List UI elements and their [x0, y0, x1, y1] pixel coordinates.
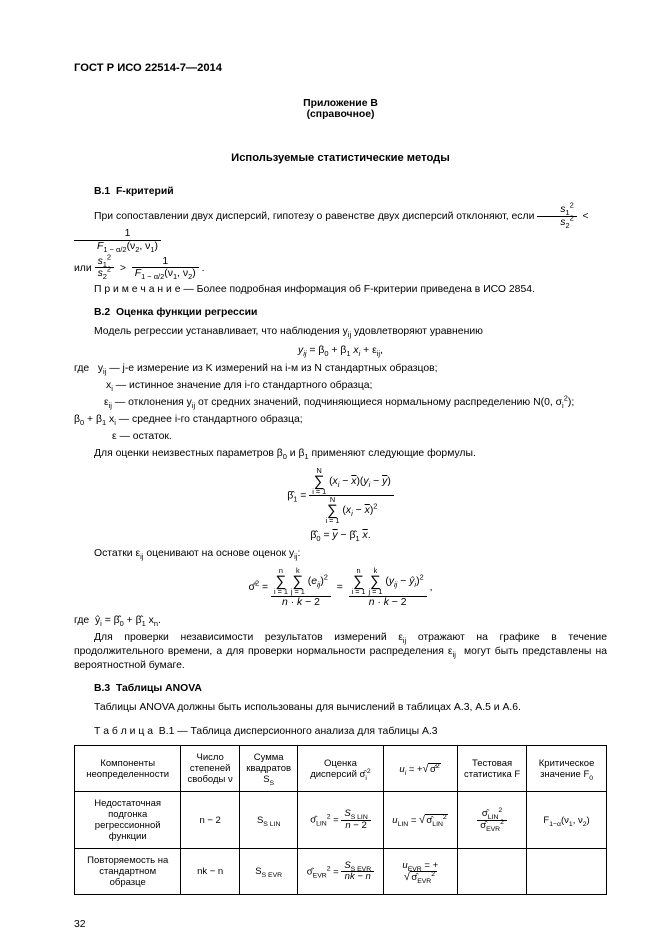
- r1c7: F1−α(ν1, ν2): [527, 792, 607, 849]
- b3-p1: Таблицы ANOVA должны быть использованы д…: [74, 701, 607, 715]
- col-3: Сумма квадратов SS: [239, 746, 298, 792]
- formula-beta0: β̂0 = y − β̂1 x.: [74, 530, 607, 541]
- r2c6: [458, 849, 527, 895]
- b2-p1: Модель регрессии устанавливает, что набл…: [74, 325, 607, 339]
- b1-paragraph-2: или s12s22 > 1F1 − α/2(ν1, ν2) .: [74, 256, 607, 280]
- def-l3: εij — отклонения yij от средних значений…: [74, 396, 607, 410]
- annex-subtitle: (справочное): [74, 109, 607, 120]
- r1c2: n − 2: [181, 792, 240, 849]
- r1c3: SS LIN: [239, 792, 298, 849]
- def-l4: β0 + β1 xi — среднее i-го стандартного о…: [74, 413, 607, 427]
- col-4: Оценка дисперсий σ̂i2: [298, 746, 383, 792]
- table-caption: Т а б л и ц а В.1 — Таблица дисперсионно…: [74, 725, 607, 739]
- b1-text-1a: При сопоставлении двух дисперсий, гипоте…: [94, 211, 537, 222]
- r2c5: uEVR = +σ̂EVR2: [383, 849, 457, 895]
- b1-text-1b: или: [74, 262, 95, 273]
- r1c6: σ̂LIN2σ̂EVR2: [458, 792, 527, 849]
- col-5: ui = +σ̂2: [383, 746, 457, 792]
- page-container: ГОСТ Р ИСО 22514-7—2014 Приложение В (сп…: [0, 0, 661, 950]
- b2-est: Для оценки неизвестных параметров β0 и β…: [74, 447, 607, 461]
- r2c7: [527, 849, 607, 895]
- col-1: Компоненты неопределенности: [75, 746, 181, 792]
- b1-paragraph-1: При сопоставлении двух дисперсий, гипоте…: [74, 204, 607, 253]
- table-row: Недостаточная подгонка регрессионной фун…: [75, 792, 607, 849]
- page-title: Используемые статистические методы: [74, 152, 607, 164]
- formula-model: yij = β0 + β1 xi + εij,: [74, 345, 607, 356]
- table-header-row: Компоненты неопределенности Число степен…: [75, 746, 607, 792]
- anova-table: Компоненты неопределенности Число степен…: [74, 745, 607, 895]
- section-b3-head: В.3 Таблицы ANOVA: [94, 683, 607, 694]
- def-l5: ε — остаток.: [74, 430, 607, 444]
- r2c4: σ̂EVR2 = SS EVRnk − n: [298, 849, 383, 895]
- section-b2-head: В.2 Оценка функции регрессии: [94, 307, 607, 318]
- table-row: Повторяемость на стандартном образце nk …: [75, 849, 607, 895]
- r1c5: uLIN = σ̂LIN2: [383, 792, 457, 849]
- def-l1: где yij — j-е измерение из K измерений н…: [74, 362, 607, 376]
- def-l2: xi — истинное значение для i-го стандарт…: [74, 379, 607, 393]
- b2-check: Для проверки независимости результатов и…: [74, 631, 607, 673]
- b1-note: П р и м е ч а н и е — Более подробная ин…: [74, 283, 607, 297]
- col-6: Тестовая статистика F: [458, 746, 527, 792]
- r2c2: nk − n: [181, 849, 240, 895]
- formula-beta1: β̂1 = N∑i = 1 (xi − x)(yi − y) N∑i = 1 (…: [74, 467, 607, 524]
- section-b1-head: В.1 F-критерий: [94, 186, 607, 197]
- b2-where-y: где ŷi = β̂0 + β̂1 xn.: [74, 614, 607, 628]
- r1c1: Недостаточная подгонка регрессионной фун…: [75, 792, 181, 849]
- col-7: Критическое значение F0: [527, 746, 607, 792]
- annex-title: Приложение В: [74, 98, 607, 109]
- formula-sigma: σ̂2 = n∑i = 1 k∑j = 1 (eij)2 n · k − 2 =…: [74, 567, 607, 608]
- page-number: 32: [74, 919, 607, 930]
- r2c3: SS EVR: [239, 849, 298, 895]
- b2-res: Остатки εij оценивают на основе оценок y…: [74, 547, 607, 561]
- col-2: Число степеней свободы ν: [181, 746, 240, 792]
- document-code: ГОСТ Р ИСО 22514-7—2014: [74, 62, 607, 74]
- r1c4: σ̂LIN2 = SS LINn − 2: [298, 792, 383, 849]
- r2c1: Повторяемость на стандартном образце: [75, 849, 181, 895]
